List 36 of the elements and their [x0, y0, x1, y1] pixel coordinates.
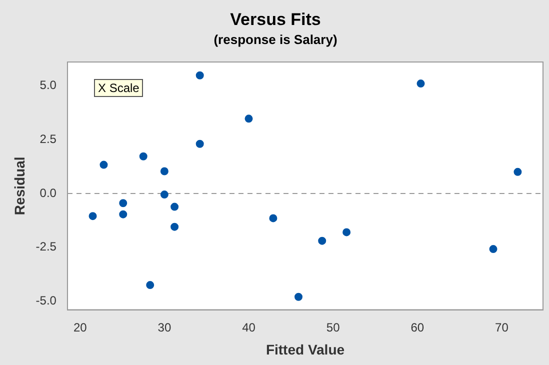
point [160, 190, 168, 199]
x-tick-label: 70 [495, 320, 509, 334]
point [489, 245, 498, 254]
chart-title: Versus Fits [230, 10, 321, 29]
x-tick-label: 40 [242, 320, 256, 334]
annotation: X Scale [94, 79, 144, 97]
point [318, 236, 326, 245]
point [139, 152, 148, 160]
point [88, 212, 97, 220]
point [416, 80, 425, 88]
point [170, 222, 179, 231]
y-tick-label: 5.0 [40, 78, 57, 92]
point [196, 140, 204, 148]
point [100, 160, 108, 169]
x-axis-title: Fitted Value [266, 341, 345, 358]
point [294, 292, 302, 301]
point [119, 199, 128, 208]
point [196, 71, 204, 80]
point [146, 281, 154, 290]
y-tick-label: 0.0 [40, 186, 57, 200]
point [269, 214, 278, 222]
x-tick-label: 50 [326, 320, 340, 334]
y-axis-title: Residual [11, 156, 28, 216]
x-tick-label: 20 [73, 320, 88, 334]
point [160, 167, 168, 176]
x-tick-label: 60 [410, 320, 424, 334]
point [514, 168, 522, 176]
x-tick-label: 30 [158, 320, 172, 334]
chart-subtitle: (response is Salary) [214, 32, 338, 47]
y-tick-label: -2.5 [36, 240, 57, 254]
y-tick-label: -5.0 [36, 293, 57, 308]
point [342, 228, 351, 236]
point [119, 210, 128, 218]
point [244, 114, 253, 123]
y-tick-label: 2.5 [40, 132, 57, 146]
point [170, 202, 179, 211]
